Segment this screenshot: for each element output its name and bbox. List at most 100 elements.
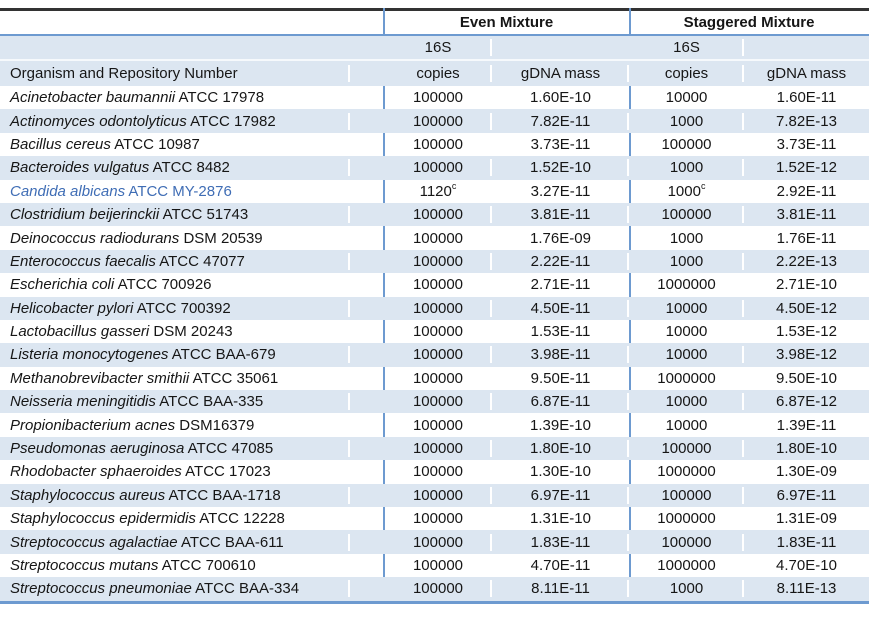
even-16s-copies-cell: 100000 (384, 534, 492, 551)
even-gdna-mass-header: gDNA mass (492, 65, 629, 82)
table-row: Escherichia coli ATCC 700926 100000 2.71… (0, 273, 869, 296)
organism-repository: ATCC BAA-1718 (168, 486, 281, 504)
table-row: Candida albicans ATCC MY-2876 1120c 3.27… (0, 180, 869, 203)
organism-species: Helicobacter pylori (10, 299, 134, 317)
even-16s-header-line1: 16S (384, 39, 492, 56)
table-row: Acinetobacter baumannii ATCC 17978 10000… (0, 86, 869, 109)
even-gdna-mass-cell: 3.27E-11 (530, 182, 591, 200)
stag-gdna-mass-cell: 1.52E-12 (776, 159, 837, 177)
even-gdna-mass-cell: 2.22E-11 (492, 253, 629, 270)
organism-species: Streptococcus agalactiae (10, 533, 178, 551)
organism-cell: Bacillus cereus ATCC 10987 (0, 136, 350, 153)
stag-16s-header-line1: 16S (629, 39, 744, 56)
even-gdna-mass-cell: 1.60E-10 (530, 89, 591, 107)
stag-gdna-mass-cell: 2.71E-10 (776, 276, 837, 294)
stag-gdna-mass-cell: 1.53E-12 (776, 323, 837, 341)
organism-repository: ATCC BAA-335 (159, 393, 264, 411)
stag-16s-copies-cell: 100000 (629, 440, 744, 457)
organism-cell: Listeria monocytogenes ATCC BAA-679 (0, 346, 350, 363)
even-16s-copies-cell: 100000 (412, 135, 464, 153)
even-gdna-mass-cell: 1.53E-11 (530, 323, 591, 341)
even-16s-copies-cell: 100000 (412, 323, 464, 341)
organism-cell: Actinomyces odontolyticus ATCC 17982 (0, 113, 350, 130)
table-row: Bacillus cereus ATCC 10987 100000 3.73E-… (0, 133, 869, 156)
even-16s-copies-cell: 100000 (412, 89, 464, 107)
organism-repository: ATCC 17982 (190, 112, 276, 130)
organism-species: Propionibacterium acnes (10, 416, 176, 434)
stag-16s-copies-cell: 1000000 (657, 463, 716, 481)
stag-gdna-mass-cell: 6.97E-11 (776, 486, 837, 504)
even-16s-copies-cell: 100000 (384, 113, 492, 130)
organism-repository: ATCC 17978 (178, 89, 265, 107)
even-16s-copies-cell: 100000 (384, 393, 492, 410)
even-gdna-mass-cell: 1.80E-10 (492, 440, 629, 457)
organism-species: Streptococcus pneumoniae (10, 580, 192, 598)
organism-species: Streptococcus mutans (10, 557, 159, 574)
stag-16s-copies-cell: 10000 (629, 393, 744, 410)
organism-repository: DSM 20243 (153, 323, 233, 341)
footnote-marker: c (451, 180, 457, 191)
table-body: Acinetobacter baumannii ATCC 17978 10000… (0, 86, 869, 601)
stag-gdna-mass-cell: 1.39E-11 (776, 416, 837, 434)
organism-cell: Deinococcus radiodurans DSM 20539 (0, 230, 350, 247)
even-16s-copies-cell: 100000 (412, 463, 464, 481)
stag-16s-copies-cell: 1000000 (657, 369, 716, 387)
organism-repository: ATCC 10987 (114, 135, 200, 153)
stag-gdna-mass-cell: 1.76E-11 (776, 229, 837, 247)
organism-species: Methanobrevibacter smithii (10, 369, 190, 387)
organism-species: Lactobacillus gasseri (10, 323, 150, 341)
stag-gdna-mass-cell: 8.11E-13 (776, 580, 837, 598)
organism-repository: ATCC 8482 (152, 159, 230, 177)
even-16s-copies-cell: 100000 (384, 580, 492, 597)
stag-16s-copies-cell: 1000000 (657, 557, 716, 574)
organism-cell: Clostridium beijerinckii ATCC 51743 (0, 206, 350, 223)
organism-species: Enterococcus faecalis (10, 252, 156, 270)
even-gdna-mass-cell: 1.30E-10 (530, 463, 591, 481)
even-16s-copies-cell: 100000 (384, 487, 492, 504)
organism-cell: Streptococcus mutans ATCC 700610 (0, 557, 350, 574)
even-gdna-mass-cell: 6.97E-11 (492, 487, 629, 504)
organism-cell: Lactobacillus gasseri DSM 20243 (0, 323, 350, 340)
table-row: Neisseria meningitidis ATCC BAA-335 1000… (0, 390, 869, 414)
column-header-row-2: Organism and Repository Number copies gD… (0, 61, 869, 86)
stag-gdna-mass-cell: 4.50E-12 (776, 299, 837, 317)
staggered-mixture-header: Staggered Mixture (683, 14, 815, 31)
organism-cell: Staphylococcus epidermidis ATCC 12228 (0, 510, 350, 527)
table-row: Methanobrevibacter smithii ATCC 35061 10… (0, 367, 869, 390)
organism-cell: Enterococcus faecalis ATCC 47077 (0, 253, 350, 270)
even-gdna-mass-cell: 1.52E-10 (492, 159, 629, 176)
organism-repository: ATCC 12228 (199, 510, 285, 528)
organism-repository: ATCC 47085 (187, 440, 274, 458)
even-mixture-header: Even Mixture (459, 14, 554, 31)
stag-16s-copies-cell: 10000 (629, 300, 744, 317)
stag-16s-copies-cell: 1000000 (657, 510, 716, 528)
organism-repository: ATCC MY-2876 (128, 182, 232, 200)
even-gdna-mass-cell: 1.39E-10 (530, 416, 591, 434)
table-row: Rhodobacter sphaeroides ATCC 17023 10000… (0, 460, 869, 483)
even-16s-copies-cell: 100000 (384, 253, 492, 270)
even-16s-copies-cell: 100000 (384, 440, 492, 457)
stag-gdna-mass-header: gDNA mass (766, 65, 847, 82)
even-16s-copies-cell: 100000 (412, 276, 464, 294)
even-gdna-mass-cell: 2.71E-11 (530, 276, 591, 294)
table-row: Staphylococcus epidermidis ATCC 12228 10… (0, 507, 869, 530)
even-gdna-mass-cell: 3.81E-11 (492, 206, 629, 223)
stag-gdna-mass-cell: 7.82E-13 (776, 112, 837, 130)
even-gdna-mass-cell: 4.70E-11 (530, 557, 591, 574)
organism-species: Candida albicans (10, 182, 126, 200)
stag-16s-copies-cell: 10000 (665, 416, 708, 434)
organism-repository: ATCC BAA-334 (195, 580, 300, 598)
stag-16s-copies-cell: 100000 (629, 534, 744, 551)
stag-16s-copies-cell: 1000 (629, 580, 744, 597)
column-header-row-1: 16S 16S (0, 36, 869, 61)
organism-cell: Escherichia coli ATCC 700926 (0, 276, 350, 293)
table-row: Streptococcus mutans ATCC 700610 100000 … (0, 554, 869, 577)
organism-repository: ATCC BAA-611 (180, 533, 284, 551)
even-16s-copies-cell: 100000 (384, 346, 492, 363)
stag-gdna-mass-cell: 1.31E-09 (776, 510, 837, 528)
stag-gdna-mass-cell: 9.50E-10 (776, 369, 837, 387)
even-16s-copies-cell: 100000 (412, 369, 464, 387)
table-row: Actinomyces odontolyticus ATCC 17982 100… (0, 109, 869, 133)
even-gdna-mass-cell: 8.11E-11 (492, 580, 629, 597)
